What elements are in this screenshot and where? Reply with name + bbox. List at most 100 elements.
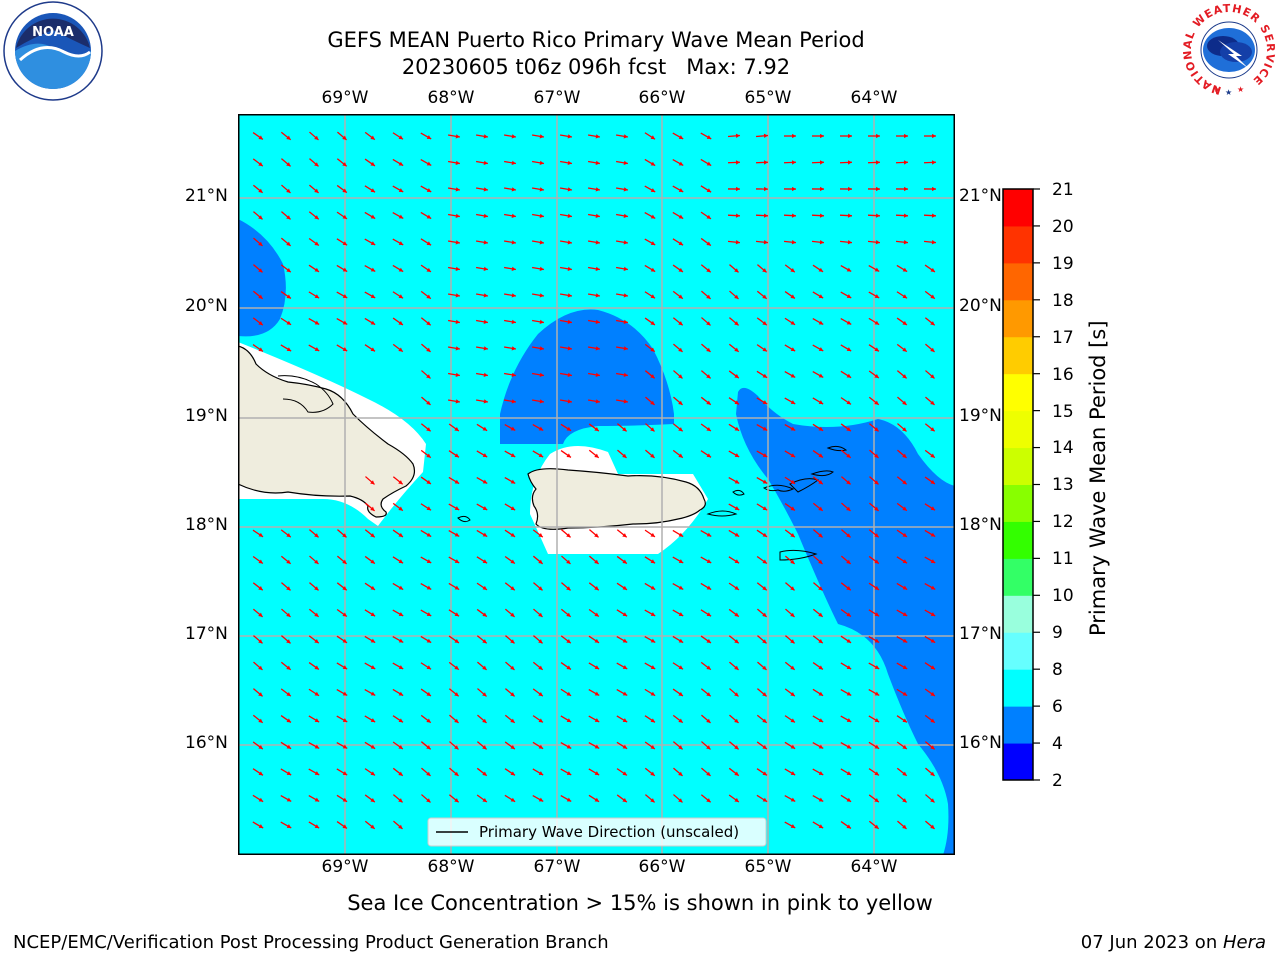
wave-arrow: [504, 476, 516, 485]
wave-arrow: [561, 529, 571, 538]
wave-arrow: [867, 160, 881, 165]
wave-arrow: [672, 423, 684, 432]
wave-arrow: [868, 502, 880, 512]
wave-arrow: [784, 344, 796, 352]
wave-arrow: [448, 635, 460, 644]
wave-arrow: [896, 476, 908, 485]
wave-arrow: [615, 399, 629, 404]
colorbar-label: Primary Wave Mean Period [s]: [1086, 320, 1110, 636]
wave-arrow: [812, 821, 824, 829]
graticule: [238, 114, 955, 855]
wave-arrow: [727, 133, 741, 138]
wave-arrow: [364, 131, 376, 141]
wave-arrow: [559, 266, 573, 271]
wave-arrow: [812, 423, 824, 432]
wave-arrow: [813, 555, 823, 565]
wave-arrow: [308, 741, 320, 750]
wave-arrow: [504, 741, 516, 750]
wave-arrow: [673, 767, 683, 777]
wave-arrow: [560, 423, 572, 432]
wave-arrow: [420, 503, 432, 511]
wave-arrow: [308, 715, 320, 723]
wave-arrow: [840, 715, 852, 723]
wave-arrow: [447, 293, 461, 298]
wave-arrow: [504, 794, 516, 803]
lon-tick-bottom: 67°W: [533, 857, 581, 877]
wave-arrow: [364, 741, 376, 750]
colorbar-tick: 17: [1052, 328, 1074, 348]
wave-arrow: [447, 240, 461, 245]
wave-arrow: [503, 187, 517, 192]
wave-arrow: [420, 583, 432, 590]
colorbar-band: [1003, 447, 1033, 485]
wave-arrow: [420, 556, 432, 564]
wave-arrow: [364, 582, 376, 591]
wave-arrow: [615, 160, 629, 165]
colorbar-band: [1003, 189, 1033, 227]
wave-arrow: [616, 715, 628, 723]
wave-arrow: [364, 555, 376, 565]
wave-arrow: [364, 768, 376, 776]
wave-arrow: [700, 556, 712, 564]
legend-label: Primary Wave Direction (unscaled): [479, 823, 739, 841]
wave-arrow: [476, 423, 488, 432]
wave-arrow: [644, 238, 656, 246]
wave-arrow: [728, 608, 740, 618]
wave-arrow: [476, 450, 488, 458]
wave-arrow: [420, 132, 432, 140]
wave-arrow: [503, 346, 517, 351]
wave-arrow: [588, 794, 600, 803]
wave-arrow: [448, 556, 460, 564]
wave-arrow: [364, 265, 376, 272]
wave-arrow: [616, 794, 628, 803]
wave-arrow: [700, 185, 712, 193]
wave-arrow: [840, 476, 852, 485]
wave-arrow: [392, 158, 404, 167]
wave-arrow: [700, 211, 712, 220]
wave-arrow: [645, 423, 655, 432]
wave-arrow: [476, 556, 488, 564]
wave-arrow: [503, 399, 517, 404]
wave-arrow: [252, 184, 264, 194]
map-legend: Primary Wave Direction (unscaled): [427, 817, 767, 847]
wave-arrow: [531, 346, 545, 351]
wave-arrow: [673, 794, 683, 803]
wave-arrow: [308, 344, 320, 352]
wave-arrow: [840, 741, 852, 750]
wave-arrow: [531, 187, 545, 192]
wave-arrow: [560, 768, 572, 776]
wave-arrow: [645, 396, 655, 406]
wave-arrow: [895, 160, 909, 165]
wave-arrow: [896, 636, 908, 643]
colorbar: [1002, 188, 1040, 781]
wave-arrow: [924, 609, 936, 617]
wave-arrow: [559, 372, 573, 377]
wave-arrow: [280, 317, 292, 326]
wave-arrow: [447, 160, 461, 165]
wave-arrow: [868, 609, 880, 617]
wave-arrow: [420, 159, 432, 166]
wave-arrow: [588, 423, 600, 432]
wave-arrow: [449, 767, 459, 777]
wave-arrow: [615, 187, 629, 192]
wave-arrow: [700, 688, 712, 697]
wave-arrow: [923, 240, 937, 245]
wave-arrow: [309, 131, 319, 141]
wave-arrow: [448, 450, 460, 458]
wave-arrow: [392, 529, 404, 538]
wave-arrow: [560, 662, 572, 670]
wave-arrow: [559, 293, 573, 298]
wave-arrow: [392, 476, 404, 485]
wave-arrow: [448, 423, 460, 432]
wave-arrow: [281, 608, 291, 618]
wave-arrow: [559, 399, 573, 404]
wave-arrow: [475, 240, 489, 245]
wave-arrow: [392, 212, 404, 219]
lat-tick-right: 20°N: [959, 296, 1002, 316]
wave-arrow: [812, 264, 824, 273]
mona-island: [457, 515, 471, 523]
wave-arrow: [896, 291, 908, 299]
wave-arrow: [532, 768, 544, 776]
wave-arrow: [475, 266, 489, 271]
wave-arrow: [420, 423, 432, 432]
